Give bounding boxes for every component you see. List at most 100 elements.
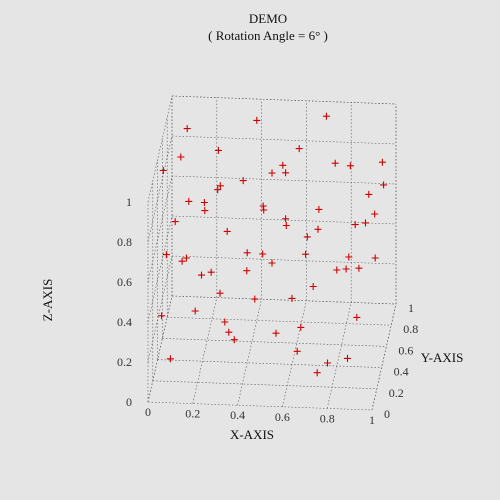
back-wall-grid-line	[171, 255, 397, 265]
data-point-plus-marker	[303, 233, 311, 241]
data-point-plus-marker	[207, 268, 215, 276]
data-point-plus-marker	[309, 283, 317, 290]
data-point-plus-marker	[371, 210, 379, 218]
y-tick-label: 0.4	[394, 365, 409, 379]
data-point-plus-marker	[171, 218, 179, 226]
data-point-plus-marker	[314, 225, 322, 233]
data-point-plus-marker	[268, 169, 276, 177]
data-point-plus-marker	[371, 254, 379, 262]
data-point-plus-marker	[353, 313, 361, 321]
data-point-plus-marker	[225, 328, 233, 336]
floor-grid-line	[192, 297, 218, 404]
data-point-plus-marker	[293, 347, 301, 355]
data-point-plus-marker	[315, 205, 323, 213]
x-axis-label: X-AXIS	[230, 427, 274, 442]
y-tick-label: 0.6	[398, 343, 413, 357]
y-tick-label: 0.2	[389, 386, 404, 400]
data-point-plus-marker	[177, 153, 185, 161]
data-point-plus-marker	[230, 336, 238, 344]
grid	[147, 95, 397, 411]
box-edge	[171, 95, 397, 105]
floor-grid-line	[171, 295, 397, 305]
data-point-plus-marker	[223, 227, 231, 235]
data-point-plus-marker	[272, 329, 280, 337]
data-point-plus-marker	[365, 190, 373, 198]
data-point-plus-marker	[297, 323, 305, 331]
y-tick-label: 1	[408, 301, 414, 315]
z-tick-label: 0.8	[117, 235, 132, 249]
data-point-plus-marker	[342, 265, 350, 273]
floor-grid-line	[237, 299, 262, 406]
side-wall-grid-line	[147, 215, 173, 323]
data-point-plus-marker	[345, 253, 353, 261]
z-tick-label: 0.2	[117, 355, 132, 369]
z-tick-label: 0	[126, 395, 132, 409]
data-point-plus-marker	[158, 312, 166, 320]
data-point-plus-marker	[178, 257, 186, 265]
x-tick-label: 0.2	[185, 407, 200, 421]
data-point-plus-marker	[268, 259, 276, 267]
data-point-plus-marker	[162, 251, 170, 259]
data-point-plus-marker	[351, 221, 359, 229]
data-point-plus-marker	[260, 206, 268, 214]
data-point-plus-marker	[313, 369, 321, 377]
z-axis-label: Z-AXIS	[40, 279, 55, 322]
data-point-plus-marker	[331, 159, 339, 167]
data-point-plus-marker	[259, 250, 267, 258]
data-point-plus-marker	[324, 359, 331, 367]
side-wall-grid-line	[147, 295, 173, 403]
data-point-plus-marker	[378, 158, 386, 166]
data-point-plus-marker	[333, 266, 341, 274]
data-point-plus-marker	[221, 318, 229, 326]
data-point-plus-marker	[253, 116, 261, 124]
data-point-plus-marker	[243, 249, 251, 257]
data-point-plus-marker	[159, 167, 167, 174]
x-tick-label: 0.4	[230, 408, 245, 422]
floor-grid-line	[282, 300, 307, 407]
floor-grid-line	[152, 380, 377, 390]
floor-grid-line	[167, 316, 392, 326]
side-wall-grid-line	[147, 175, 173, 283]
data-point-plus-marker	[288, 294, 296, 302]
x-tick-label: 1	[369, 413, 375, 427]
z-tick-label: 1	[126, 195, 132, 209]
data-point-plus-marker	[362, 219, 369, 227]
back-wall-grid-line	[171, 135, 397, 145]
floor-grid-line	[157, 359, 382, 368]
data-point-plus-marker	[198, 271, 205, 279]
data-point-plus-marker	[214, 186, 222, 194]
y-tick-label: 0.8	[403, 322, 418, 336]
x-tick-label: 0	[145, 405, 151, 419]
data-point-plus-marker	[302, 250, 310, 258]
data-point-plus-marker	[282, 215, 290, 223]
data-point-plus-marker	[216, 182, 224, 190]
box-edge	[371, 303, 397, 411]
data-point-plus-marker	[191, 307, 199, 315]
data-point-plus-marker	[239, 177, 247, 185]
chart-subtitle: ( Rotation Angle = 6° )	[208, 28, 328, 43]
tick-labels: 0 0.2 0.4 0.6 0.8 1 00.20.40.60.8100.20.40.60.…	[117, 195, 418, 427]
data-point-plus-marker	[183, 125, 191, 133]
floor-grid-line	[162, 338, 387, 347]
x-tick-label: 0.8	[320, 411, 335, 425]
data-point-plus-marker	[182, 254, 190, 262]
data-point-plus-marker	[282, 222, 290, 229]
data-point-plus-marker	[251, 295, 259, 303]
data-point-plus-marker	[346, 162, 354, 170]
floor-grid-line	[326, 302, 352, 409]
y-tick-label: 0	[384, 407, 390, 421]
data-point-plus-marker	[214, 146, 222, 154]
z-tick-label: 0.4	[117, 315, 132, 329]
data-point-plus-marker	[201, 207, 209, 215]
z-tick-label: 0.6	[117, 275, 132, 289]
data-point-plus-marker	[282, 169, 290, 177]
floor-grid-line	[147, 401, 373, 411]
data-points	[158, 112, 388, 377]
chart-title: DEMO	[249, 11, 287, 26]
back-wall-grid-line	[171, 215, 397, 225]
data-point-plus-marker	[200, 199, 208, 206]
side-wall-grid-line	[147, 95, 173, 203]
x-tick-label: 0.6	[275, 410, 290, 424]
y-axis-label: Y-AXIS	[421, 350, 464, 365]
